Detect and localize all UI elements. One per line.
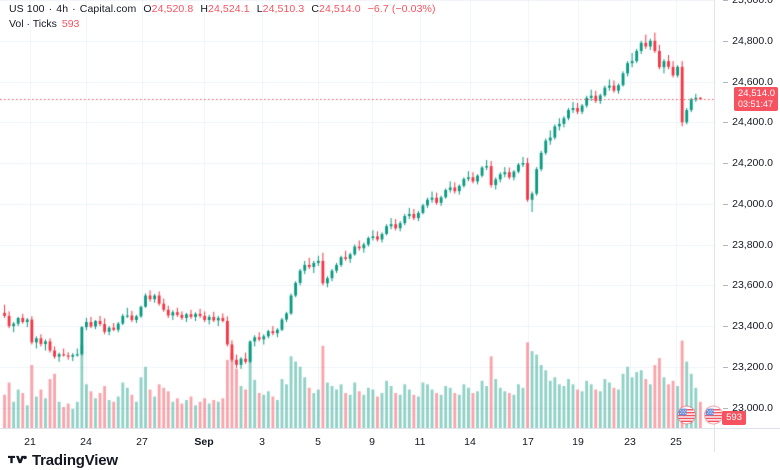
price-tick-dash <box>723 244 729 246</box>
price-axis[interactable]: 25,000.0 24,800.0 24,600.0 24,400.0 24,200.0… <box>714 0 780 428</box>
candlestick-chart-canvas[interactable] <box>0 0 714 428</box>
price-tick-label: 23,200.0 <box>723 361 773 373</box>
time-tick-label: 27 <box>136 436 148 448</box>
price-tick-dash <box>723 203 729 205</box>
bar-countdown: 03:51:47 <box>738 99 774 110</box>
price-tick-label: 23,400.0 <box>723 320 773 332</box>
time-tick-label: 11 <box>414 436 426 448</box>
tradingview-logo[interactable]: TradingView <box>8 452 118 469</box>
time-tick-label: 25 <box>670 436 682 448</box>
time-tick-label: 19 <box>572 436 584 448</box>
time-tick-label: 24 <box>80 436 92 448</box>
time-tick-label: 5 <box>315 436 321 448</box>
price-tick-label: 23,600.0 <box>723 279 773 291</box>
price-tick-label: 24,000.0 <box>723 198 773 210</box>
price-tick-dash <box>723 326 729 328</box>
price-tick-label: 23,800.0 <box>723 239 773 251</box>
time-tick-label: 9 <box>369 436 375 448</box>
tradingview-logo-text: TradingView <box>32 452 118 469</box>
time-tick-label: 21 <box>24 436 36 448</box>
price-tick-label: 24,400.0 <box>723 116 773 128</box>
price-tick-dash <box>723 407 729 409</box>
price-tick-label: 24,800.0 <box>723 35 773 47</box>
price-tick-label: 24,600.0 <box>723 76 773 88</box>
current-price-value: 24,514.0 <box>738 88 775 100</box>
time-tick-label: Sep <box>194 436 214 448</box>
chart-plot-area[interactable] <box>0 0 714 428</box>
price-tick-label: 25,000.0 <box>723 0 773 6</box>
volume-value-label[interactable]: 593 <box>722 411 746 425</box>
time-tick-label: 14 <box>464 436 476 448</box>
price-tick-label: 23,000.0 <box>723 402 773 414</box>
price-tick-label: 24,200.0 <box>723 157 773 169</box>
us-flag-event-icon[interactable] <box>678 406 695 424</box>
price-tick-dash <box>723 40 729 42</box>
time-axis[interactable]: 21 24 27 Sep 3 5 9 11 14 17 19 23 25 <box>0 428 714 452</box>
price-tick-dash <box>723 163 729 165</box>
time-tick-label: 3 <box>259 436 265 448</box>
price-tick-dash <box>723 122 729 124</box>
tradingview-mark-icon <box>8 455 27 464</box>
price-tick-dash <box>723 285 729 287</box>
time-tick-label: 17 <box>522 436 534 448</box>
price-tick-dash <box>723 366 729 368</box>
current-price-label[interactable]: 24,514.0 03:51:47 <box>734 87 778 112</box>
time-tick-label: 23 <box>624 436 636 448</box>
price-tick-dash <box>723 81 729 83</box>
us-flag-event-icon[interactable] <box>705 406 722 424</box>
axis-corner <box>714 428 780 452</box>
price-tick-dash <box>723 0 729 1</box>
